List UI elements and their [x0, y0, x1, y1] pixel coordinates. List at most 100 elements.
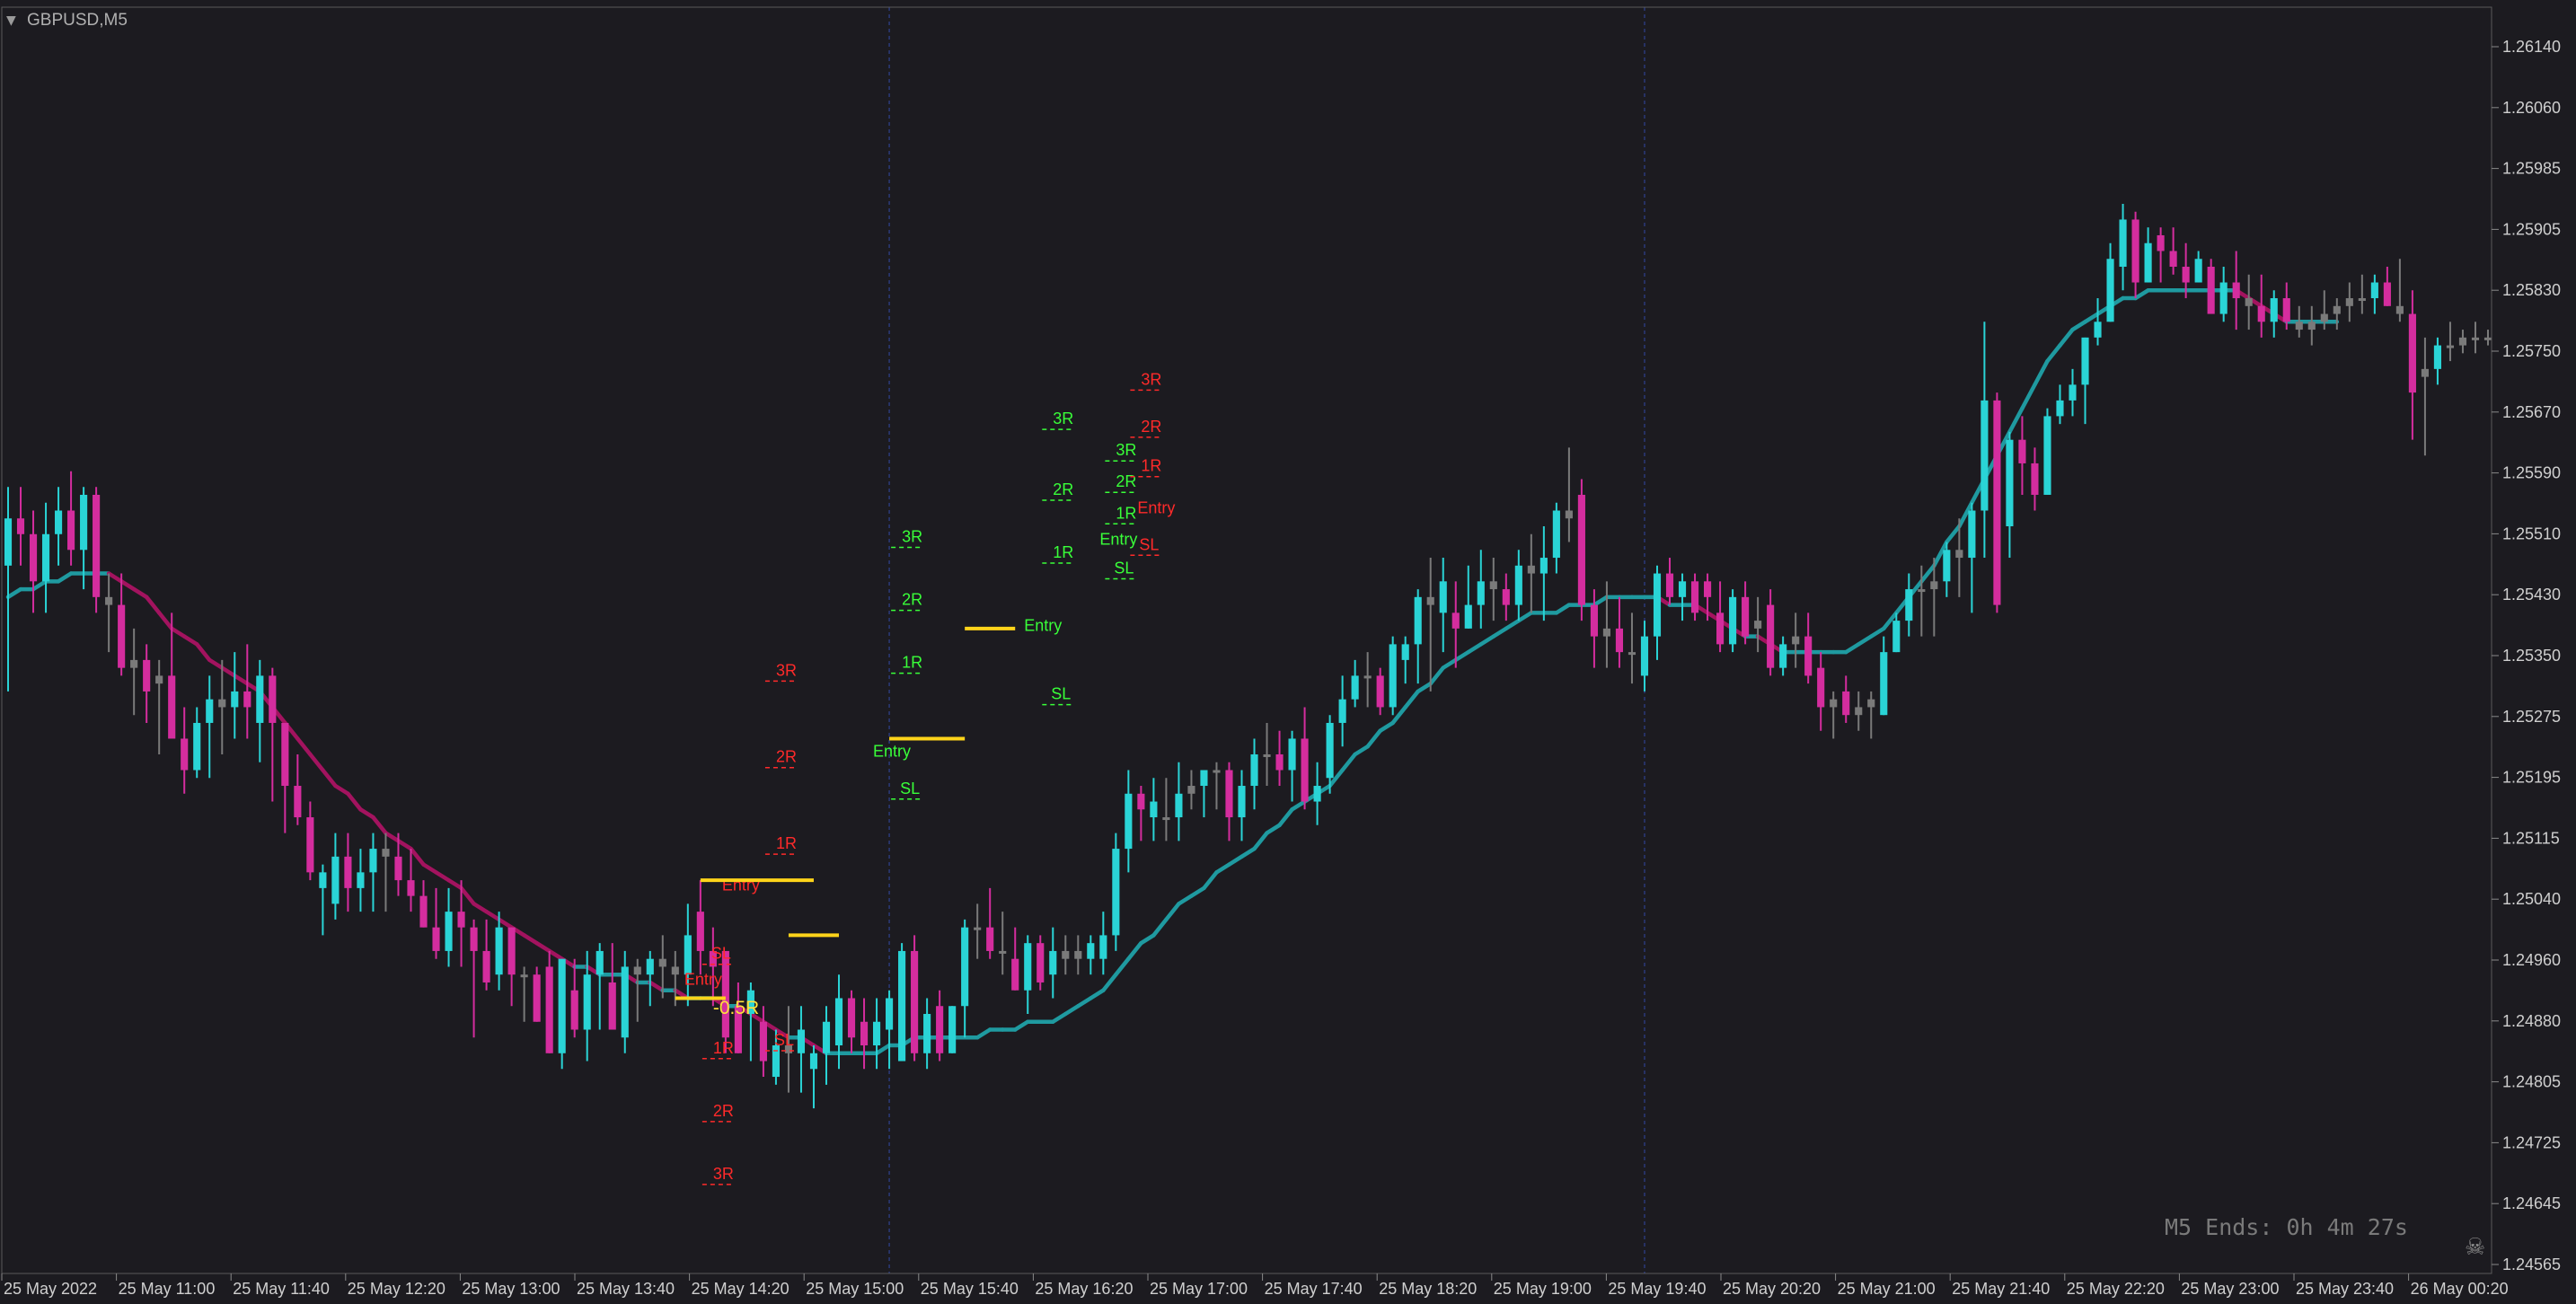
- candle-body: [470, 927, 478, 951]
- candle-body: [1539, 558, 1548, 574]
- candle-body: [1489, 581, 1497, 590]
- candle-body: [2270, 298, 2278, 322]
- candle-body: [2106, 259, 2114, 322]
- ma-segment: [1051, 1011, 1068, 1025]
- target-label: 1R: [1053, 543, 1073, 561]
- candle: [1867, 691, 1875, 739]
- candle: [55, 487, 63, 566]
- ma-segment: [220, 665, 237, 678]
- time-tick-label: 25 May 23:40: [2296, 1280, 2394, 1298]
- candle-body: [16, 518, 25, 534]
- candle-body: [936, 1006, 944, 1053]
- ma-segment: [1126, 940, 1143, 961]
- candle-body: [1389, 644, 1397, 708]
- candle-body: [1112, 849, 1120, 936]
- candle-body: [545, 966, 553, 1053]
- candle: [445, 887, 453, 967]
- candle: [1767, 589, 1775, 676]
- candle: [936, 990, 944, 1062]
- candle-body: [822, 1021, 831, 1053]
- ma-segment: [1328, 768, 1345, 789]
- candle: [746, 982, 754, 1062]
- candle: [1288, 730, 1296, 802]
- candle-body: [1037, 943, 1045, 982]
- candle-body: [2169, 251, 2177, 268]
- moving-average-line: [5, 288, 2340, 1056]
- candle-body: [1552, 510, 1560, 559]
- ma-segment: [1101, 972, 1118, 992]
- candle: [2169, 227, 2177, 275]
- candle: [2358, 274, 2366, 314]
- candle: [1225, 762, 1233, 841]
- candle: [822, 1006, 831, 1085]
- candle-body: [1716, 612, 1725, 645]
- candle: [130, 628, 138, 716]
- candle-body: [533, 974, 541, 1022]
- candle: [432, 887, 440, 959]
- candle: [520, 966, 528, 1022]
- candle: [1112, 833, 1120, 951]
- candle: [269, 667, 277, 802]
- candle: [2031, 447, 2039, 511]
- candle-body: [1011, 958, 1019, 991]
- candle: [1062, 935, 1070, 975]
- ma-segment: [2070, 320, 2087, 332]
- ma-segment: [1177, 894, 1194, 906]
- candle-body: [1514, 565, 1522, 605]
- candle-body: [2018, 439, 2026, 463]
- candle-body: [1087, 943, 1095, 959]
- candle-body: [759, 1021, 767, 1062]
- candle: [1011, 927, 1019, 991]
- ma-segment: [106, 571, 124, 584]
- chart-title-group[interactable]: ▼ GBPUSD,M5: [6, 11, 128, 30]
- time-tick-label: 25 May 17:40: [1265, 1280, 1363, 1298]
- candle: [1263, 722, 1271, 787]
- target-label: 1R: [1141, 457, 1161, 475]
- time-tick-label: 25 May 13:40: [577, 1280, 675, 1298]
- ma-segment: [2058, 327, 2075, 348]
- candle: [1539, 526, 1548, 621]
- candle: [558, 958, 566, 1070]
- price-axis[interactable]: 1.26140 1.26060 1.25985 1.25905 1.25830 1.257…: [2492, 38, 2561, 1273]
- ma-segment: [1504, 618, 1522, 631]
- candle-body: [2257, 305, 2265, 322]
- time-axis[interactable]: 25 May 2022 25 May 11:00 25 May 11:40 25 Ma…: [1, 1273, 2509, 1298]
- candle-body: [898, 950, 906, 1062]
- ma-segment: [748, 1011, 766, 1025]
- candle: [1577, 479, 1585, 621]
- candle-body: [1892, 621, 1901, 653]
- candle: [2106, 242, 2114, 322]
- candle-body: [2307, 322, 2316, 330]
- candle-body: [1238, 786, 1246, 818]
- candle: [2295, 305, 2303, 338]
- candle: [2307, 305, 2316, 346]
- candle: [2433, 337, 2442, 385]
- candle: [847, 990, 856, 1053]
- entry-label: Entry: [1024, 617, 1062, 635]
- candle-body: [1150, 801, 1158, 818]
- candle: [2018, 416, 2026, 495]
- candle-body: [1451, 612, 1460, 629]
- candle: [507, 927, 516, 1007]
- candle-body: [2056, 400, 2064, 417]
- candle: [1754, 596, 1762, 653]
- candle: [1477, 550, 1485, 629]
- candle-body: [1690, 581, 1699, 613]
- ma-segment: [1365, 728, 1382, 749]
- candle-body: [1943, 550, 1951, 582]
- candle-body: [394, 856, 402, 881]
- candle: [394, 833, 402, 896]
- bar-timer: M5 Ends: 0h 4m 27s: [2165, 1214, 2408, 1240]
- candle: [1690, 573, 1699, 621]
- triangle-down-icon[interactable]: ▼: [6, 13, 16, 28]
- ma-segment: [459, 885, 476, 906]
- candle: [1905, 573, 1913, 637]
- ma-segment: [1252, 831, 1269, 851]
- candle-body: [482, 950, 490, 982]
- candle: [80, 487, 88, 590]
- candle: [872, 998, 881, 1070]
- ma-segment: [358, 807, 375, 820]
- candle-body: [684, 935, 692, 975]
- candle-body: [1426, 596, 1434, 605]
